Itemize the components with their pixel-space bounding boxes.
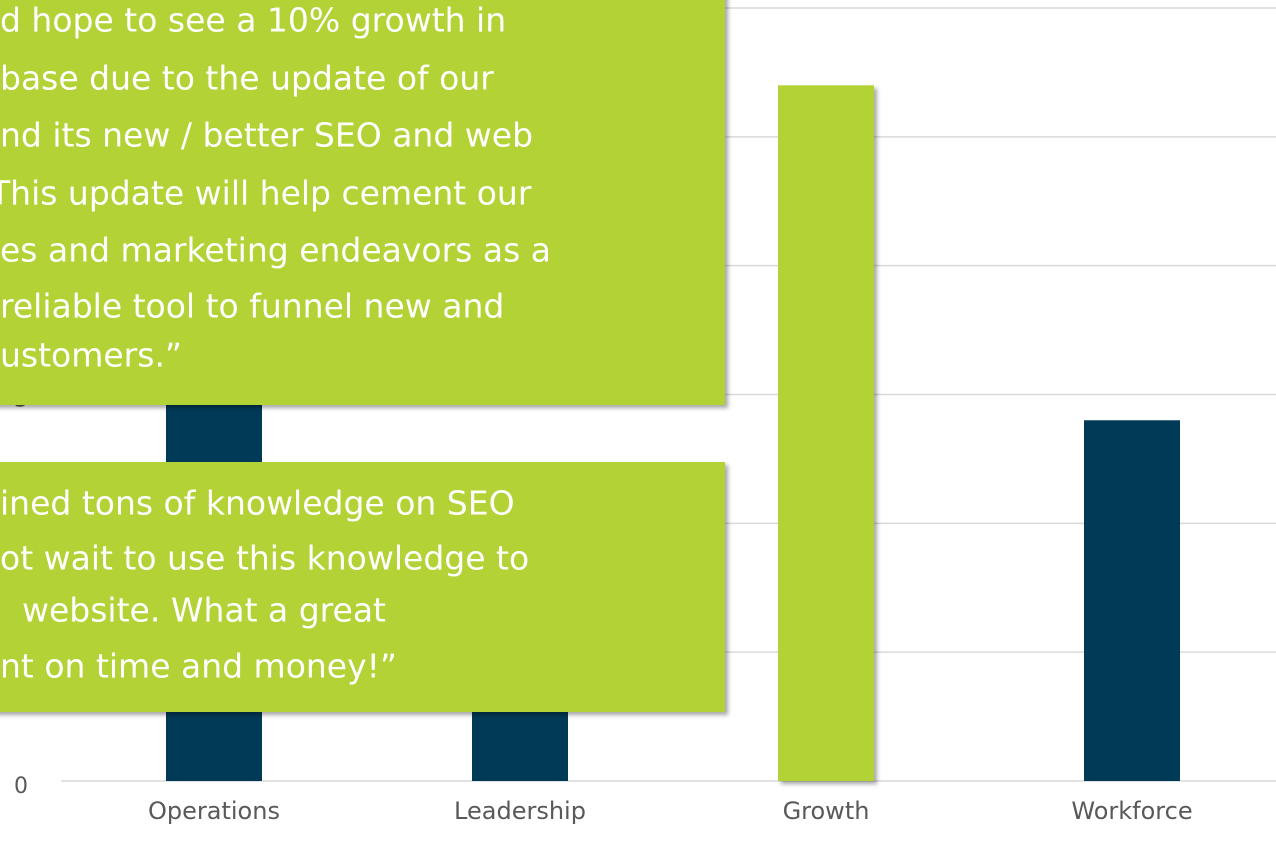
callout-text: nd its new / better SEO and web bbox=[0, 116, 533, 155]
bar bbox=[778, 85, 874, 782]
callout-box bbox=[0, 462, 725, 712]
callout-text: base due to the update of our bbox=[0, 59, 494, 98]
callout-text: reliable tool to funnel new and bbox=[0, 287, 504, 326]
x-tick-label: Operations bbox=[148, 797, 280, 825]
callout-box bbox=[0, 0, 725, 405]
callout-text: This update will help cement our bbox=[0, 174, 532, 213]
x-tick-label: Workforce bbox=[1071, 797, 1192, 825]
bar bbox=[1084, 420, 1180, 781]
x-tick-label: Growth bbox=[783, 797, 870, 825]
y-tick-label: 0 bbox=[14, 774, 28, 799]
callout-text: ustomers.” bbox=[0, 336, 182, 375]
callout-text: ot wait to use this knowledge to bbox=[0, 539, 529, 578]
callout-text: website. What a great bbox=[22, 591, 386, 630]
callouts: d hope to see a 10% growth in base due to… bbox=[0, 0, 725, 712]
callout-text: nt on time and money!” bbox=[0, 647, 397, 686]
callout-text: ined tons of knowledge on SEO bbox=[0, 484, 515, 523]
callout-text: es and marketing endeavors as a bbox=[0, 231, 551, 270]
x-tick-label: Leadership bbox=[454, 797, 586, 825]
callout-text: d hope to see a 10% growth in bbox=[0, 1, 506, 40]
